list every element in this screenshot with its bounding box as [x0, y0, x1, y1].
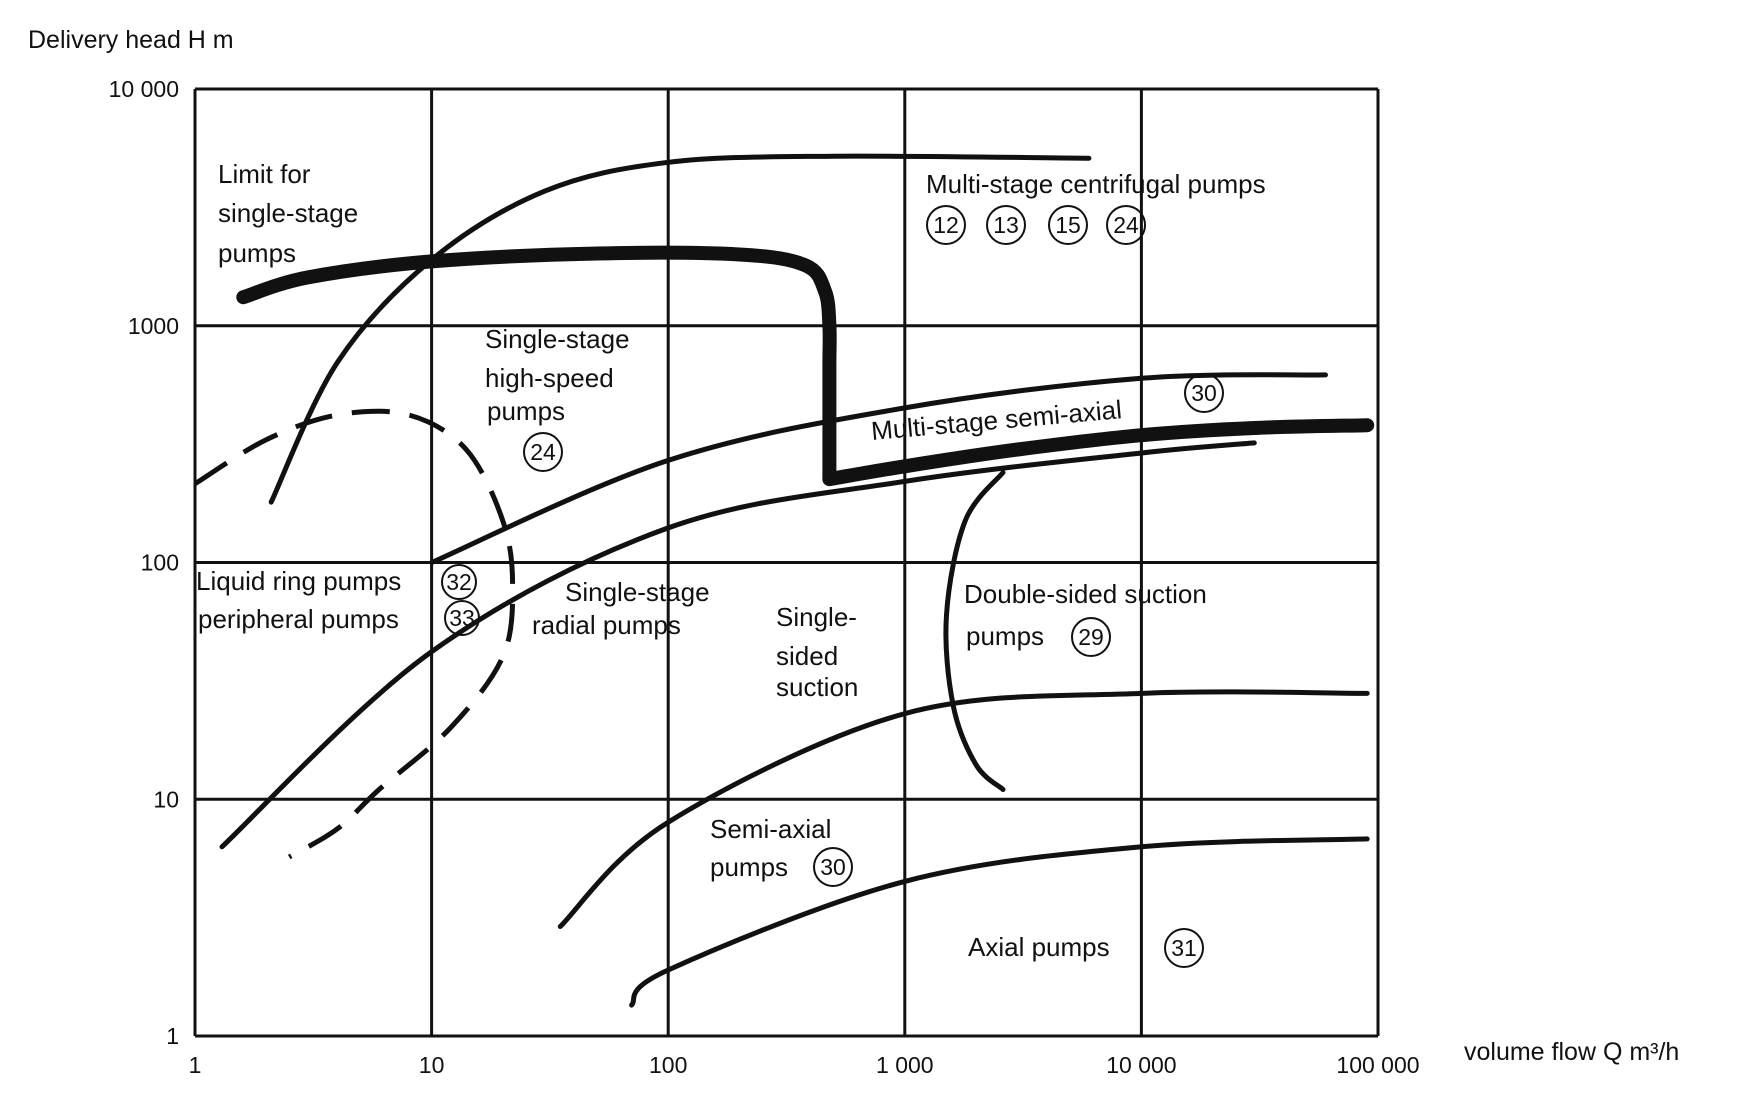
- y-tick-label: 1000: [128, 313, 179, 339]
- badge-30-multi-stage: 30: [1184, 373, 1224, 413]
- badge-32: 32: [441, 564, 477, 600]
- curve-limit-single-stage: [236, 245, 837, 487]
- badge-12: 12: [926, 205, 966, 245]
- limit-label-line-2: single-stage: [218, 198, 358, 228]
- x-tick-label: 1 000: [876, 1052, 934, 1078]
- double-sided-label-line-1: Double-sided suction: [964, 579, 1207, 609]
- reference-badges: 12 13 15 24 24 30 32 33: [441, 205, 1224, 968]
- svg-text:12: 12: [933, 212, 959, 238]
- single-sided-label-line-1: Single-: [776, 602, 857, 632]
- single-sided-label-line-2: sided: [776, 641, 838, 671]
- semi-axial-label-line-2: pumps: [710, 852, 788, 882]
- svg-text:31: 31: [1171, 935, 1197, 961]
- liquid-ring-label: Liquid ring pumps: [196, 566, 401, 596]
- svg-text:30: 30: [820, 854, 846, 880]
- limit-label-line-3: pumps: [218, 238, 296, 268]
- svg-text:24: 24: [1113, 212, 1139, 238]
- y-tick-label: 1: [166, 1023, 179, 1049]
- curve-high-speed-dashed: [193, 408, 516, 860]
- curve-layer: [193, 153, 1375, 1008]
- x-tick-label: 10 000: [1106, 1052, 1176, 1078]
- badge-24-centrifugal: 24: [1106, 205, 1146, 245]
- svg-text:13: 13: [993, 212, 1019, 238]
- svg-text:15: 15: [1055, 212, 1081, 238]
- y-tick-label: 10: [153, 786, 179, 812]
- axial-label: Axial pumps: [968, 932, 1110, 962]
- x-axis-label: volume flow Q m³/h: [1464, 1038, 1679, 1066]
- curve-multi-stage-upper: [268, 153, 1092, 505]
- limit-label-line-1: Limit for: [218, 159, 311, 189]
- svg-text:24: 24: [530, 439, 556, 465]
- semi-axial-label-line-1: Semi-axial: [710, 814, 831, 844]
- curve-double-sided-boundary: [943, 470, 1006, 792]
- curve-single-stage-radial-upper: [219, 440, 1257, 850]
- curve-semi-axial-lower: [557, 689, 1370, 929]
- single-sided-label-line-3: suction: [776, 672, 858, 702]
- double-sided-label-line-2: pumps: [966, 621, 1044, 651]
- badge-15: 15: [1048, 205, 1088, 245]
- multi-stage-centrifugal-label: Multi-stage centrifugal pumps: [926, 169, 1266, 199]
- x-tick-label: 100: [649, 1052, 687, 1078]
- x-tick-label: 1: [189, 1052, 202, 1078]
- radial-label-line-2: radial pumps: [532, 610, 681, 640]
- curve-axial-upper: [629, 836, 1370, 1008]
- x-tick-label: 10: [419, 1052, 445, 1078]
- peripheral-label: peripheral pumps: [198, 604, 399, 634]
- svg-text:30: 30: [1191, 380, 1217, 406]
- y-tick-label: 10 000: [109, 76, 179, 102]
- high-speed-label-line-1: Single-stage: [485, 324, 630, 354]
- radial-label-line-1: Single-stage: [565, 577, 710, 607]
- svg-text:32: 32: [446, 569, 472, 595]
- tick-labels: 1 10 100 1 000 10 000 100 000 1 10 100 1000 10 000: [109, 76, 1420, 1078]
- x-tick-label: 100 000: [1336, 1052, 1419, 1078]
- curve-multi-stage-lower-boundary: [822, 418, 1375, 487]
- badge-13: 13: [986, 205, 1026, 245]
- svg-text:33: 33: [449, 605, 475, 631]
- y-axis-label: Delivery head H m: [28, 26, 234, 54]
- y-tick-label: 100: [141, 550, 179, 576]
- badge-30-semi-axial: 30: [813, 847, 853, 887]
- high-speed-label-line-2: high-speed: [485, 363, 614, 393]
- badge-24-high-speed: 24: [523, 432, 563, 472]
- curve-semi-axial-upper: [429, 372, 1328, 565]
- high-speed-label-line-3: pumps: [487, 396, 565, 426]
- badge-33: 33: [444, 600, 480, 636]
- svg-text:29: 29: [1078, 624, 1104, 650]
- badge-29: 29: [1071, 617, 1111, 657]
- badge-31: 31: [1164, 928, 1204, 968]
